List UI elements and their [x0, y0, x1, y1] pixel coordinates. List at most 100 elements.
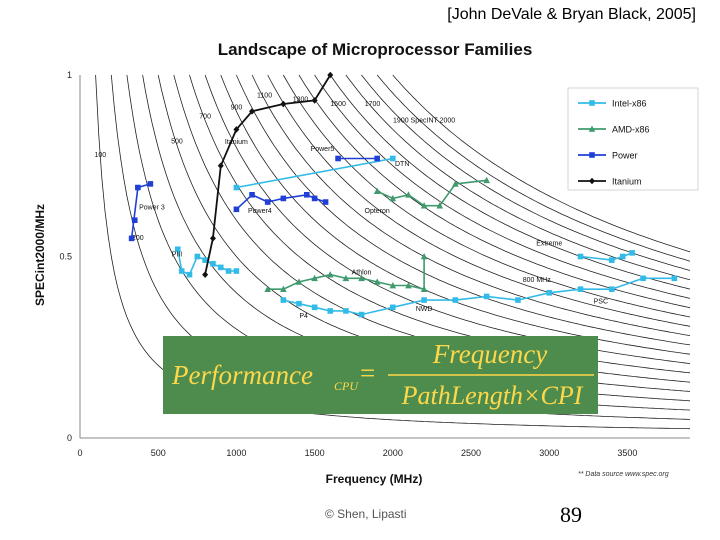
data-point-amd-x86 [373, 187, 381, 194]
data-point-intel-x86 [233, 184, 240, 191]
data-point-amd-x86 [358, 274, 365, 282]
data-point-power [335, 155, 341, 162]
data-point-amd-x86 [452, 180, 459, 187]
data-point-amd-x86 [405, 191, 412, 198]
family-annotation: NWD [416, 306, 433, 313]
data-point-intel-x86 [546, 290, 553, 296]
legend-marker-amd-x86 [588, 125, 596, 132]
chart: Landscape of Microprocessor Families 100… [33, 40, 699, 486]
data-point-itanium [249, 108, 256, 115]
data-point-power [233, 206, 240, 213]
chart-title: Landscape of Microprocessor Families [218, 40, 533, 59]
data-point-intel-x86 [202, 257, 208, 263]
family-annotation: PIII [172, 252, 183, 259]
data-point-intel-x86 [233, 268, 240, 274]
data-point-intel-x86 [452, 297, 459, 303]
legend-label-power: Power [612, 151, 638, 161]
iso-curve-2000 [392, 74, 691, 253]
family-annotation: Athlon [352, 270, 372, 277]
x-tick-labels: 0 500 1000 1500 2000 2500 3000 3500 [77, 448, 637, 458]
iso-curve-label: 1100 [257, 93, 272, 100]
iso-curve-1700 [345, 74, 691, 281]
data-point-power [303, 191, 310, 198]
copyright-notice: © Shen, Lipasti [325, 507, 407, 521]
data-point-amd-x86 [280, 285, 287, 292]
series-itanium [202, 71, 334, 278]
iso-curve-label: 1700 [365, 101, 381, 108]
data-point-power [374, 155, 380, 162]
data-point-power [322, 199, 329, 205]
annotations-layer: Power 3 PIII Power4 Power5 Itanium DTN Opteron… [139, 139, 608, 320]
family-annotation: Opteron [365, 208, 390, 215]
data-point-itanium [327, 71, 334, 79]
data-point-power [135, 184, 141, 191]
family-annotation: Itanium [225, 139, 248, 146]
data-point-amd-x86 [483, 176, 490, 184]
x-tick-label: 500 [151, 448, 166, 458]
data-point-intel-x86 [225, 268, 232, 274]
data-point-power [264, 199, 271, 205]
data-point-intel-x86 [483, 293, 490, 300]
data-point-intel-x86 [327, 308, 334, 314]
x-tick-label: 1500 [305, 448, 325, 458]
iso-curve-label: 200 [132, 235, 144, 242]
x-tick-label: 2000 [383, 448, 403, 458]
data-point-amd-x86 [342, 274, 350, 282]
data-point-intel-x86 [671, 275, 678, 282]
data-point-amd-x86 [420, 285, 428, 292]
data-point-intel-x86 [421, 297, 427, 303]
series-line-intel-x86 [236, 157, 393, 189]
x-tick-label: 2500 [461, 448, 481, 458]
iso-curve-label: 100 [94, 152, 106, 159]
iso-curve-1900 [376, 74, 691, 262]
data-point-amd-x86 [264, 285, 271, 292]
legend-marker-intel-x86 [589, 100, 595, 106]
data-point-intel-x86 [178, 268, 185, 274]
data-point-amd-x86 [295, 278, 303, 285]
data-point-intel-x86 [629, 250, 635, 256]
iso-curve-label: 1900 SpecINT 2000 [393, 118, 455, 125]
data-point-amd-x86 [436, 202, 444, 209]
data-point-intel-x86 [358, 311, 365, 318]
data-point-itanium [233, 126, 240, 133]
data-point-intel-x86 [194, 253, 201, 260]
family-annotation: Power5 [311, 146, 335, 153]
data-point-intel-x86 [296, 300, 302, 307]
iso-curve-label: 500 [171, 138, 183, 145]
data-point-intel-x86 [343, 308, 349, 314]
iso-curve-1800 [361, 74, 691, 271]
data-point-intel-x86 [186, 271, 193, 278]
data-point-amd-x86 [311, 274, 318, 282]
series-amd-x86 [264, 176, 490, 292]
iso-curve-labels: 100 200 500 700 900 1100 1300 1500 1700 1900 Spec… [94, 93, 455, 242]
formula-lhs: Performance [171, 360, 313, 390]
iso-curve-label: 900 [231, 104, 243, 111]
iso-curve-label: 1300 [293, 96, 309, 103]
series-line-amd-x86 [267, 256, 425, 291]
data-point-intel-x86 [311, 304, 318, 311]
iso-curve-label: 1500 [330, 101, 346, 108]
legend-label-amd-x86: AMD-x86 [612, 125, 650, 135]
iso-curve-1200 [267, 74, 691, 327]
iso-curve-1600 [329, 74, 691, 290]
data-point-intel-x86 [608, 257, 615, 263]
citation: [John DeVale & Bryan Black, 2005] [447, 6, 696, 23]
family-annotation: DTN [395, 161, 409, 168]
plot-frame [79, 75, 690, 439]
legend-label-itanium: Itanium [612, 177, 642, 187]
formula-equals: = [360, 358, 375, 388]
data-point-amd-x86 [389, 282, 397, 289]
data-point-amd-x86 [405, 282, 412, 289]
y-axis-label: SPECint2000/MHz [33, 204, 47, 306]
data-point-amd-x86 [326, 271, 334, 278]
legend-marker-itanium [589, 177, 595, 185]
legend: Intel-x86 AMD-x86 Power Itanium [567, 87, 699, 191]
series-line-itanium [204, 74, 332, 275]
family-annotation: PSC [594, 299, 608, 306]
x-axis-label: Frequency (MHz) [326, 472, 423, 486]
formula-box: Performance CPU = Frequency PathLength×C… [163, 336, 598, 414]
data-point-intel-x86 [390, 304, 396, 311]
data-point-amd-x86 [420, 253, 428, 260]
legend-items: Intel-x86 AMD-x86 Power Itanium [578, 99, 650, 187]
data-point-intel-x86 [619, 253, 626, 260]
